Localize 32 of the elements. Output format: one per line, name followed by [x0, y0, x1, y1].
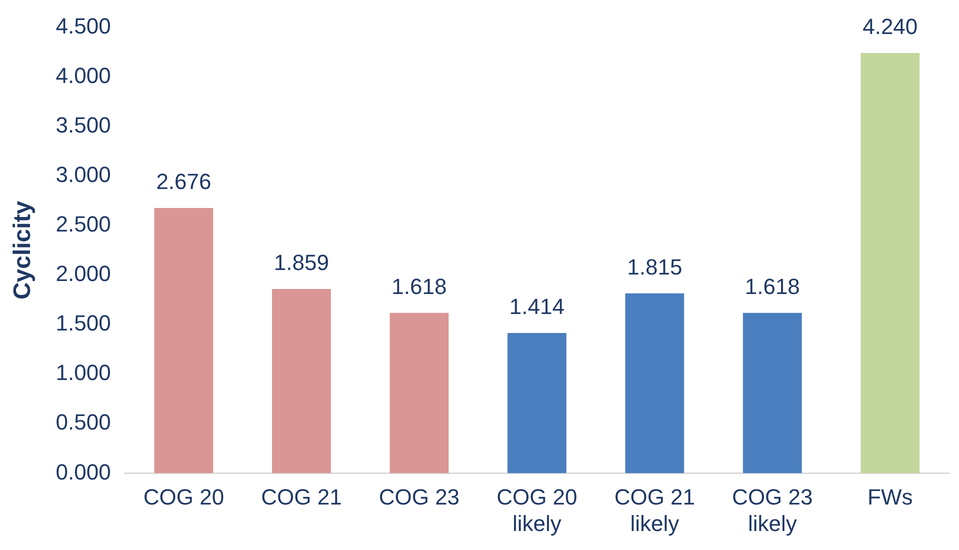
x-tick-label: COG 21	[261, 484, 342, 510]
y-tick-label: 3.000	[56, 162, 111, 187]
x-tick-label: COG 20	[143, 484, 224, 510]
data-label: 1.618	[744, 274, 800, 299]
y-tick-label: 1.000	[56, 360, 111, 386]
bar	[625, 293, 684, 474]
data-label: 4.240	[862, 14, 918, 40]
x-tick-label: COG 20 likely	[496, 484, 578, 536]
x-tick-label: COG 23 likely	[732, 484, 813, 536]
x-tick-label: COG 23	[378, 484, 460, 510]
bar	[742, 312, 802, 474]
y-tick-label: 2.500	[56, 211, 111, 236]
bar	[390, 312, 449, 474]
data-label: 2.676	[156, 169, 212, 194]
bar	[860, 52, 920, 474]
y-tick-label: 4.000	[56, 62, 111, 88]
data-label: 1.815	[627, 254, 682, 280]
x-tick-label: FWs	[868, 484, 913, 510]
y-axis-title: Cyclicity	[9, 200, 36, 300]
bar	[154, 208, 214, 474]
x-tick-label: COG 21 likely	[614, 484, 696, 536]
y-tick-label: 3.500	[56, 112, 111, 138]
y-tick-label: 0.500	[56, 410, 111, 435]
data-label: 1.859	[274, 250, 329, 276]
data-label: 1.618	[392, 274, 447, 299]
y-tick-label: 1.500	[56, 310, 111, 336]
bar	[507, 333, 566, 474]
y-tick-label: 4.500	[56, 13, 111, 38]
y-tick-label: 0.000	[56, 459, 111, 484]
y-tick-label: 2.000	[56, 261, 111, 286]
data-label: 1.414	[509, 294, 564, 320]
bar	[272, 288, 331, 474]
